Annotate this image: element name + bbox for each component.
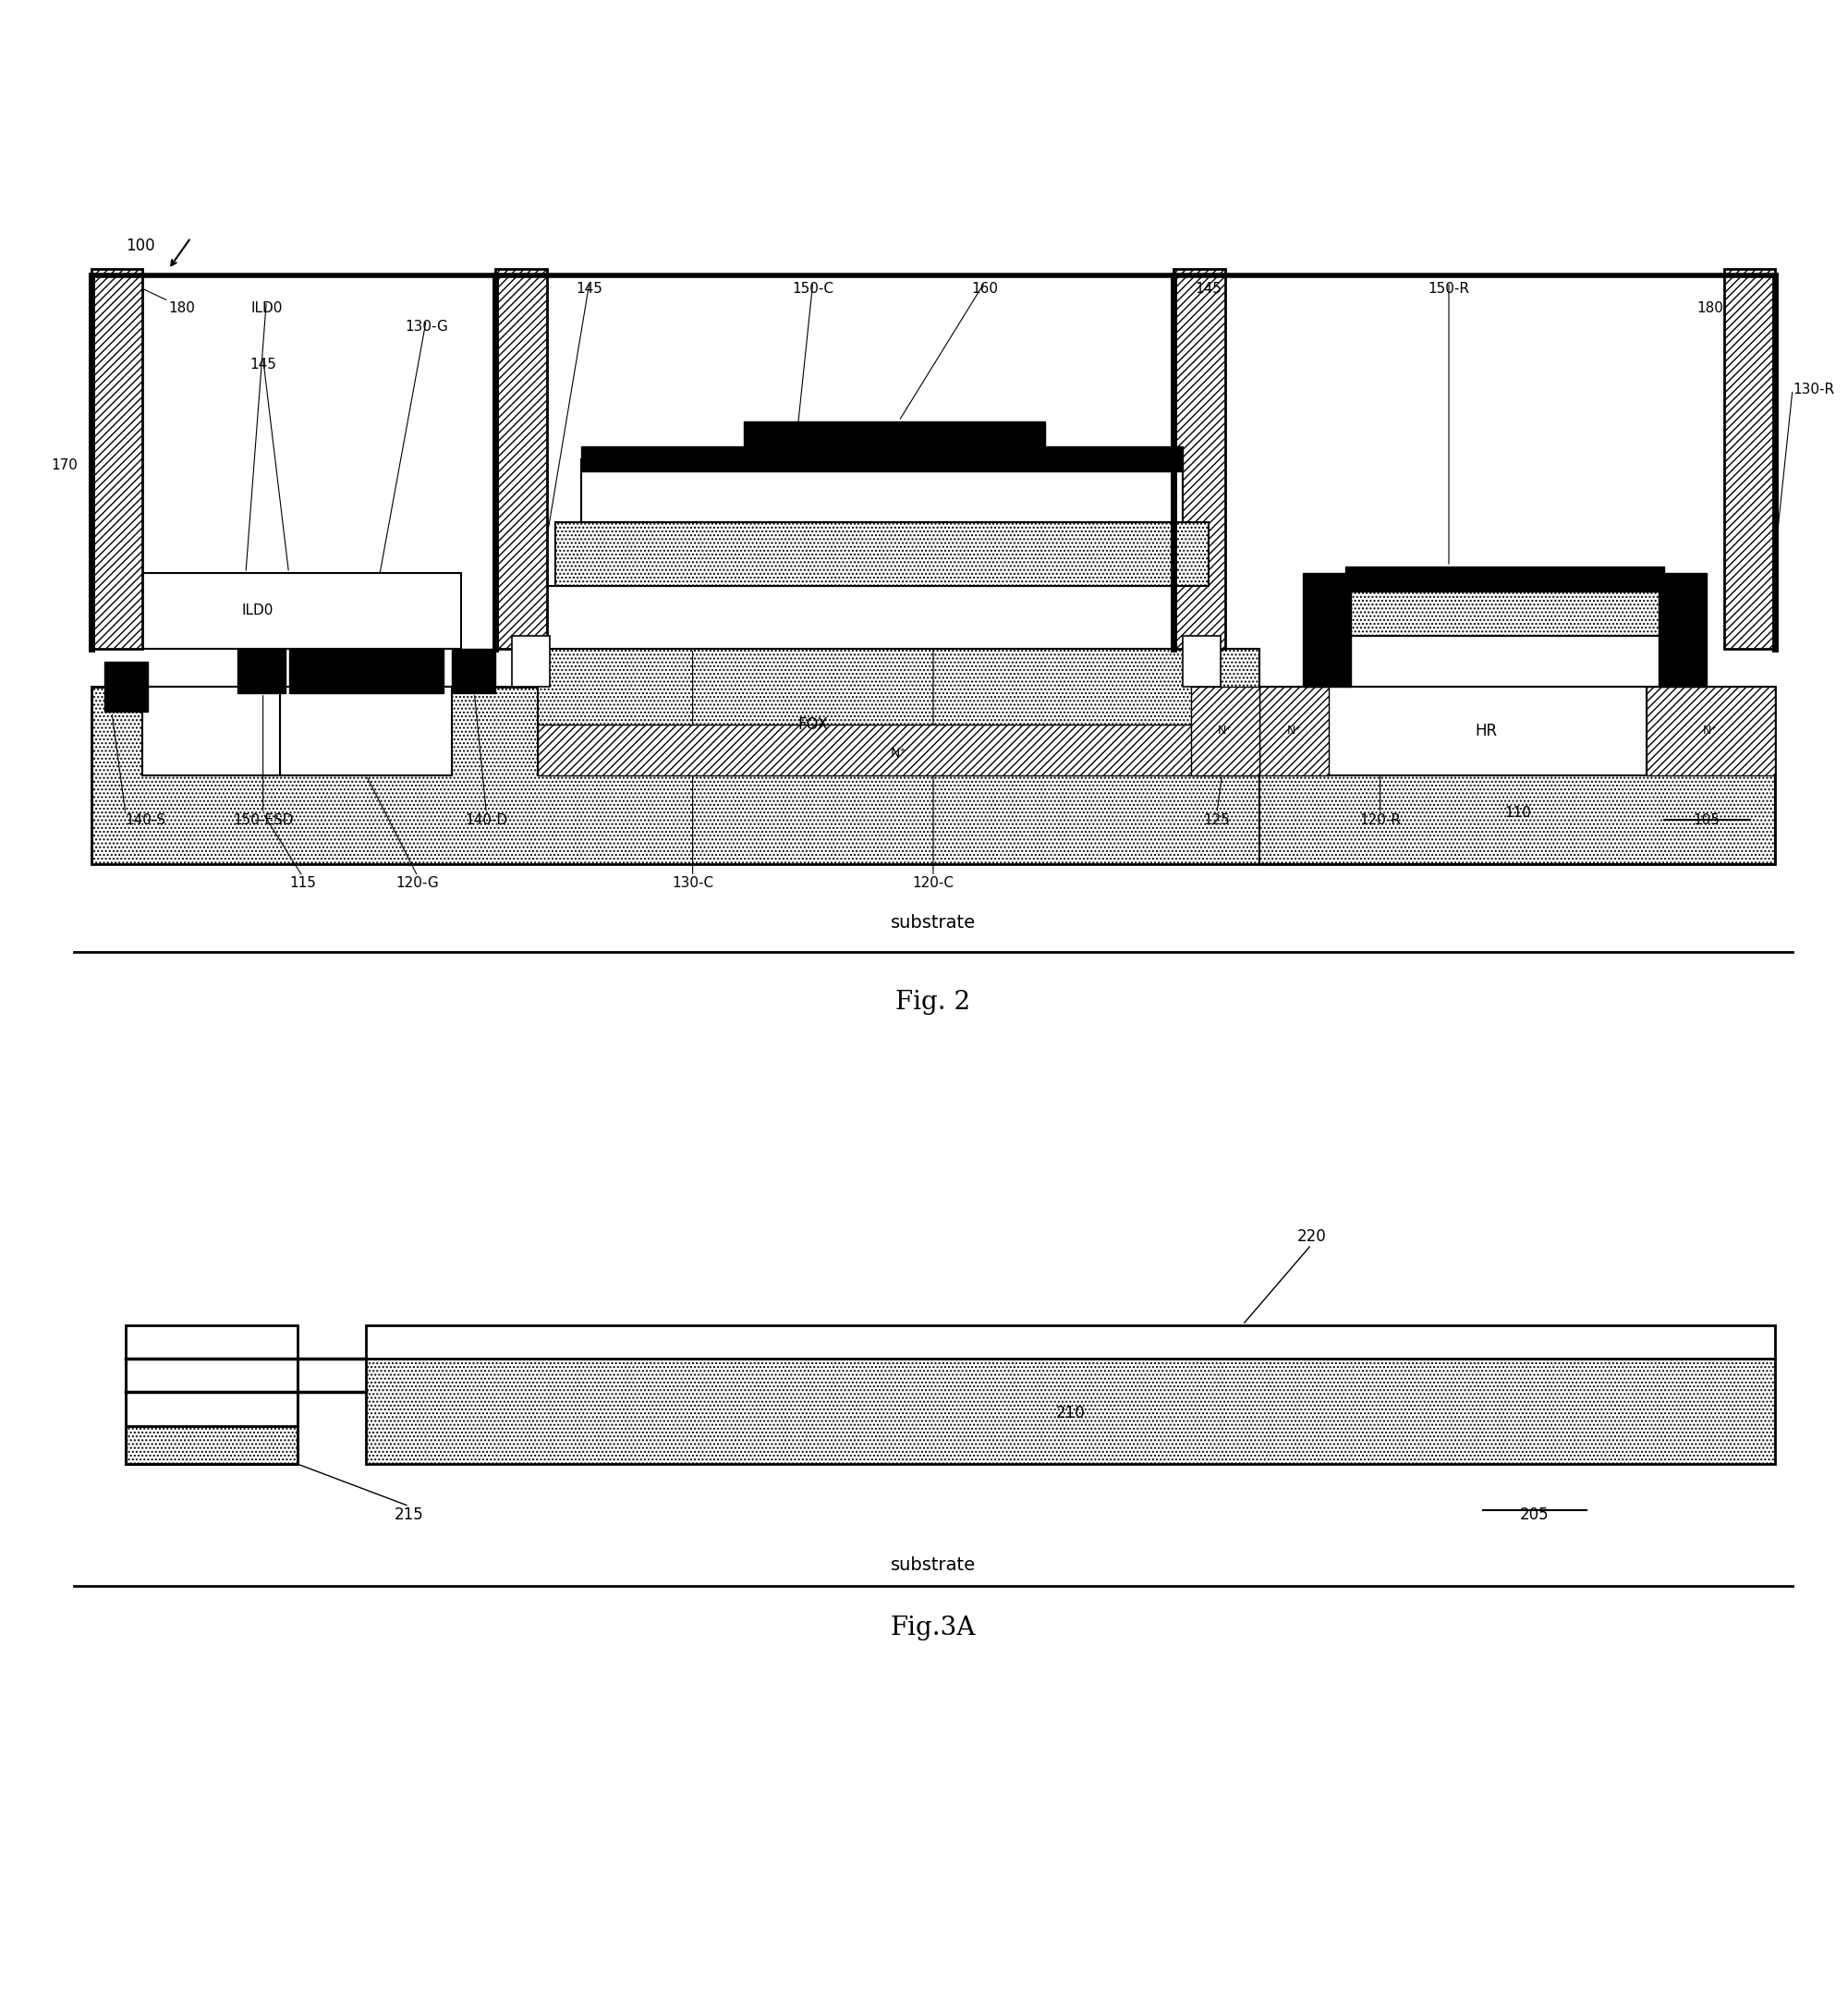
Text: ILD0: ILD0 xyxy=(251,302,283,314)
Text: 130-R: 130-R xyxy=(1793,382,1835,396)
Bar xyxy=(366,1324,1776,1358)
Text: 150-C: 150-C xyxy=(793,282,833,296)
Bar xyxy=(1329,686,1647,775)
Text: 205: 205 xyxy=(1521,1507,1549,1523)
Text: ILD0: ILD0 xyxy=(242,604,274,618)
Text: 160: 160 xyxy=(972,282,998,296)
Text: 180: 180 xyxy=(1696,302,1724,314)
Bar xyxy=(1345,567,1663,592)
Text: N⁺: N⁺ xyxy=(1286,724,1301,736)
Bar xyxy=(512,636,551,686)
Text: 150-ESD: 150-ESD xyxy=(233,813,294,827)
Text: HR: HR xyxy=(1475,722,1497,738)
Bar xyxy=(281,686,453,775)
Text: substrate: substrate xyxy=(891,1557,976,1573)
Text: 130-C: 130-C xyxy=(673,877,713,889)
Bar xyxy=(1345,585,1663,648)
Text: 120-R: 120-R xyxy=(1360,813,1401,827)
Bar xyxy=(366,1358,1776,1465)
Text: 180: 180 xyxy=(168,302,196,314)
Text: 130-G: 130-G xyxy=(405,320,447,334)
Text: 220: 220 xyxy=(1297,1227,1327,1245)
Bar xyxy=(538,648,1260,775)
Bar xyxy=(580,447,1183,471)
Bar xyxy=(1183,636,1220,686)
Text: 145: 145 xyxy=(249,358,277,372)
Text: 125: 125 xyxy=(1203,813,1231,827)
Text: Fig. 2: Fig. 2 xyxy=(896,990,970,1016)
Bar xyxy=(126,1427,298,1465)
Polygon shape xyxy=(1192,686,1260,775)
Text: 120-G: 120-G xyxy=(395,877,440,889)
Text: FOX: FOX xyxy=(798,716,828,732)
Text: Fig.3A: Fig.3A xyxy=(891,1616,976,1640)
Bar xyxy=(126,1392,298,1427)
Text: N⁺: N⁺ xyxy=(1702,724,1717,736)
Bar xyxy=(1260,686,1776,863)
Text: 115: 115 xyxy=(288,877,316,889)
Text: 145: 145 xyxy=(577,282,602,296)
Text: 145: 145 xyxy=(1196,282,1222,296)
Bar xyxy=(495,270,547,648)
Polygon shape xyxy=(1647,686,1776,775)
Polygon shape xyxy=(538,724,1260,775)
Text: N⁺: N⁺ xyxy=(1218,724,1233,736)
Bar xyxy=(453,648,495,692)
Bar xyxy=(554,523,1209,585)
Text: 105: 105 xyxy=(1693,813,1720,827)
Bar xyxy=(538,585,1225,648)
Bar xyxy=(105,662,148,712)
Bar xyxy=(91,270,142,648)
Bar xyxy=(745,421,1044,447)
Text: 100: 100 xyxy=(126,237,155,254)
Text: 140-D: 140-D xyxy=(466,813,508,827)
Text: 215: 215 xyxy=(394,1507,423,1523)
Bar xyxy=(1345,636,1663,686)
Text: substrate: substrate xyxy=(891,913,976,932)
Polygon shape xyxy=(1260,686,1329,775)
Text: 170: 170 xyxy=(50,459,78,473)
Text: 110: 110 xyxy=(1504,807,1530,821)
Text: 120-C: 120-C xyxy=(913,877,954,889)
Bar xyxy=(288,648,444,692)
Text: 140-S: 140-S xyxy=(126,813,166,827)
Bar xyxy=(1303,573,1351,686)
Bar xyxy=(1658,573,1708,686)
Bar xyxy=(126,1358,298,1392)
Bar xyxy=(142,686,281,775)
Bar xyxy=(1173,270,1225,648)
Bar xyxy=(1724,270,1776,648)
Bar xyxy=(142,573,460,648)
Text: 150-R: 150-R xyxy=(1429,282,1469,296)
Text: N⁺: N⁺ xyxy=(891,746,907,761)
Bar xyxy=(580,459,1183,523)
Text: 210: 210 xyxy=(1055,1404,1085,1422)
Bar xyxy=(237,648,285,692)
Bar xyxy=(91,686,1776,863)
Bar xyxy=(126,1324,298,1465)
